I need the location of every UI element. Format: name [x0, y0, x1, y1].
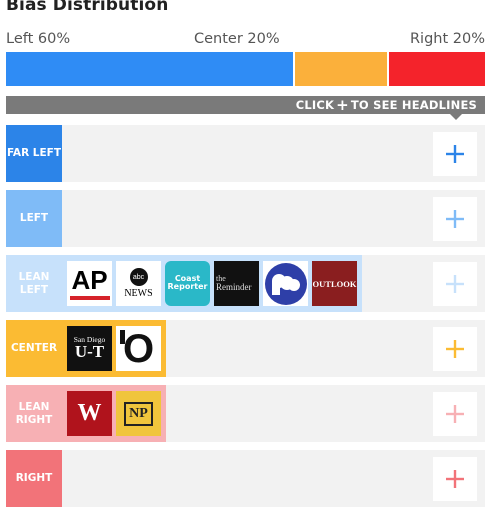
abc-news-logo[interactable]: abc NEWS: [116, 261, 161, 306]
source-logos: San Diego U-T O: [62, 320, 166, 377]
plus-icon: [446, 340, 464, 358]
plus-icon: [446, 275, 464, 293]
bias-row-label: LEAN LEFT: [6, 255, 62, 312]
outlook-logo[interactable]: OUTLOOK: [312, 261, 357, 306]
logo-text: NP: [124, 401, 153, 426]
logo-text: OUTLOOK: [312, 278, 357, 289]
expand-button[interactable]: [433, 392, 477, 436]
banner-arrow-icon: [450, 114, 462, 120]
bias-labels: Left 60% Center 20% Right 20%: [6, 31, 485, 49]
source-logos: W NP: [62, 385, 166, 442]
bias-row-label: CENTER: [6, 320, 62, 377]
logo-text: Reporter: [167, 282, 208, 292]
expand-button[interactable]: [433, 457, 477, 501]
banner-prefix: CLICK: [295, 98, 335, 112]
logo-text: San Diego: [73, 334, 106, 344]
bias-row-right: RIGHT: [6, 450, 485, 507]
bias-rows: FAR LEFT LEFT LEAN LEFT AP abc NEWS Coast Report…: [6, 125, 485, 515]
bias-distribution-bar: [6, 52, 485, 86]
bias-bar-left-segment: [6, 52, 294, 86]
logo-text: W: [77, 400, 102, 426]
logo-text: AP: [71, 265, 108, 295]
plus-icon: [446, 145, 464, 163]
washington-times-logo[interactable]: W: [67, 391, 112, 436]
left-percent-label: Left 60%: [6, 31, 71, 47]
np-logo[interactable]: NP: [116, 391, 161, 436]
san-diego-ut-logo[interactable]: San Diego U-T: [67, 326, 112, 371]
bias-row-lean-left: LEAN LEFT AP abc NEWS Coast Reporter the Reminde…: [6, 255, 485, 312]
the-reminder-logo[interactable]: the Reminder: [214, 261, 259, 306]
bias-row-far-left: FAR LEFT: [6, 125, 485, 182]
center-percent-label: Center 20%: [194, 31, 280, 47]
plus-icon: [446, 210, 464, 228]
expand-button[interactable]: [433, 262, 477, 306]
bias-row-label: FAR LEFT: [6, 125, 62, 182]
plus-icon: +: [336, 95, 349, 114]
bias-row-label: LEAN RIGHT: [6, 385, 62, 442]
bias-distribution-title: Bias Distribution: [6, 0, 169, 15]
pbs-heads-icon: [264, 262, 307, 305]
logo-text: O: [122, 326, 155, 371]
bias-bar-right-segment: [389, 52, 485, 86]
source-logos: AP abc NEWS Coast Reporter the Reminder OUTLOOK: [62, 255, 362, 312]
logo-text: NEWS: [124, 288, 153, 299]
expand-button[interactable]: [433, 197, 477, 241]
logo-text: abc: [129, 268, 148, 286]
logo-text: U-T: [74, 342, 105, 362]
observer-logo[interactable]: O: [116, 326, 161, 371]
expand-button[interactable]: [433, 132, 477, 176]
bias-row-left: LEFT: [6, 190, 485, 247]
bias-row-label: LEFT: [6, 190, 62, 247]
bias-row-label: RIGHT: [6, 450, 62, 507]
bias-row-center: CENTER San Diego U-T O: [6, 320, 485, 377]
logo-text: Reminder: [216, 282, 252, 292]
plus-icon: [446, 470, 464, 488]
logo-text: the: [216, 274, 226, 283]
pbs-logo[interactable]: [263, 261, 308, 306]
coast-reporter-logo[interactable]: Coast Reporter: [165, 261, 210, 306]
expand-button[interactable]: [433, 327, 477, 371]
logo-text: Coast: [174, 274, 201, 284]
ap-logo[interactable]: AP: [67, 261, 112, 306]
right-percent-label: Right 20%: [409, 31, 485, 47]
plus-icon: [446, 405, 464, 423]
banner-suffix: TO SEE HEADLINES: [350, 98, 477, 112]
bias-row-lean-right: LEAN RIGHT W NP: [6, 385, 485, 442]
bias-bar-center-segment: [293, 52, 390, 86]
click-to-see-headlines-banner[interactable]: CLICK + TO SEE HEADLINES: [6, 96, 485, 114]
